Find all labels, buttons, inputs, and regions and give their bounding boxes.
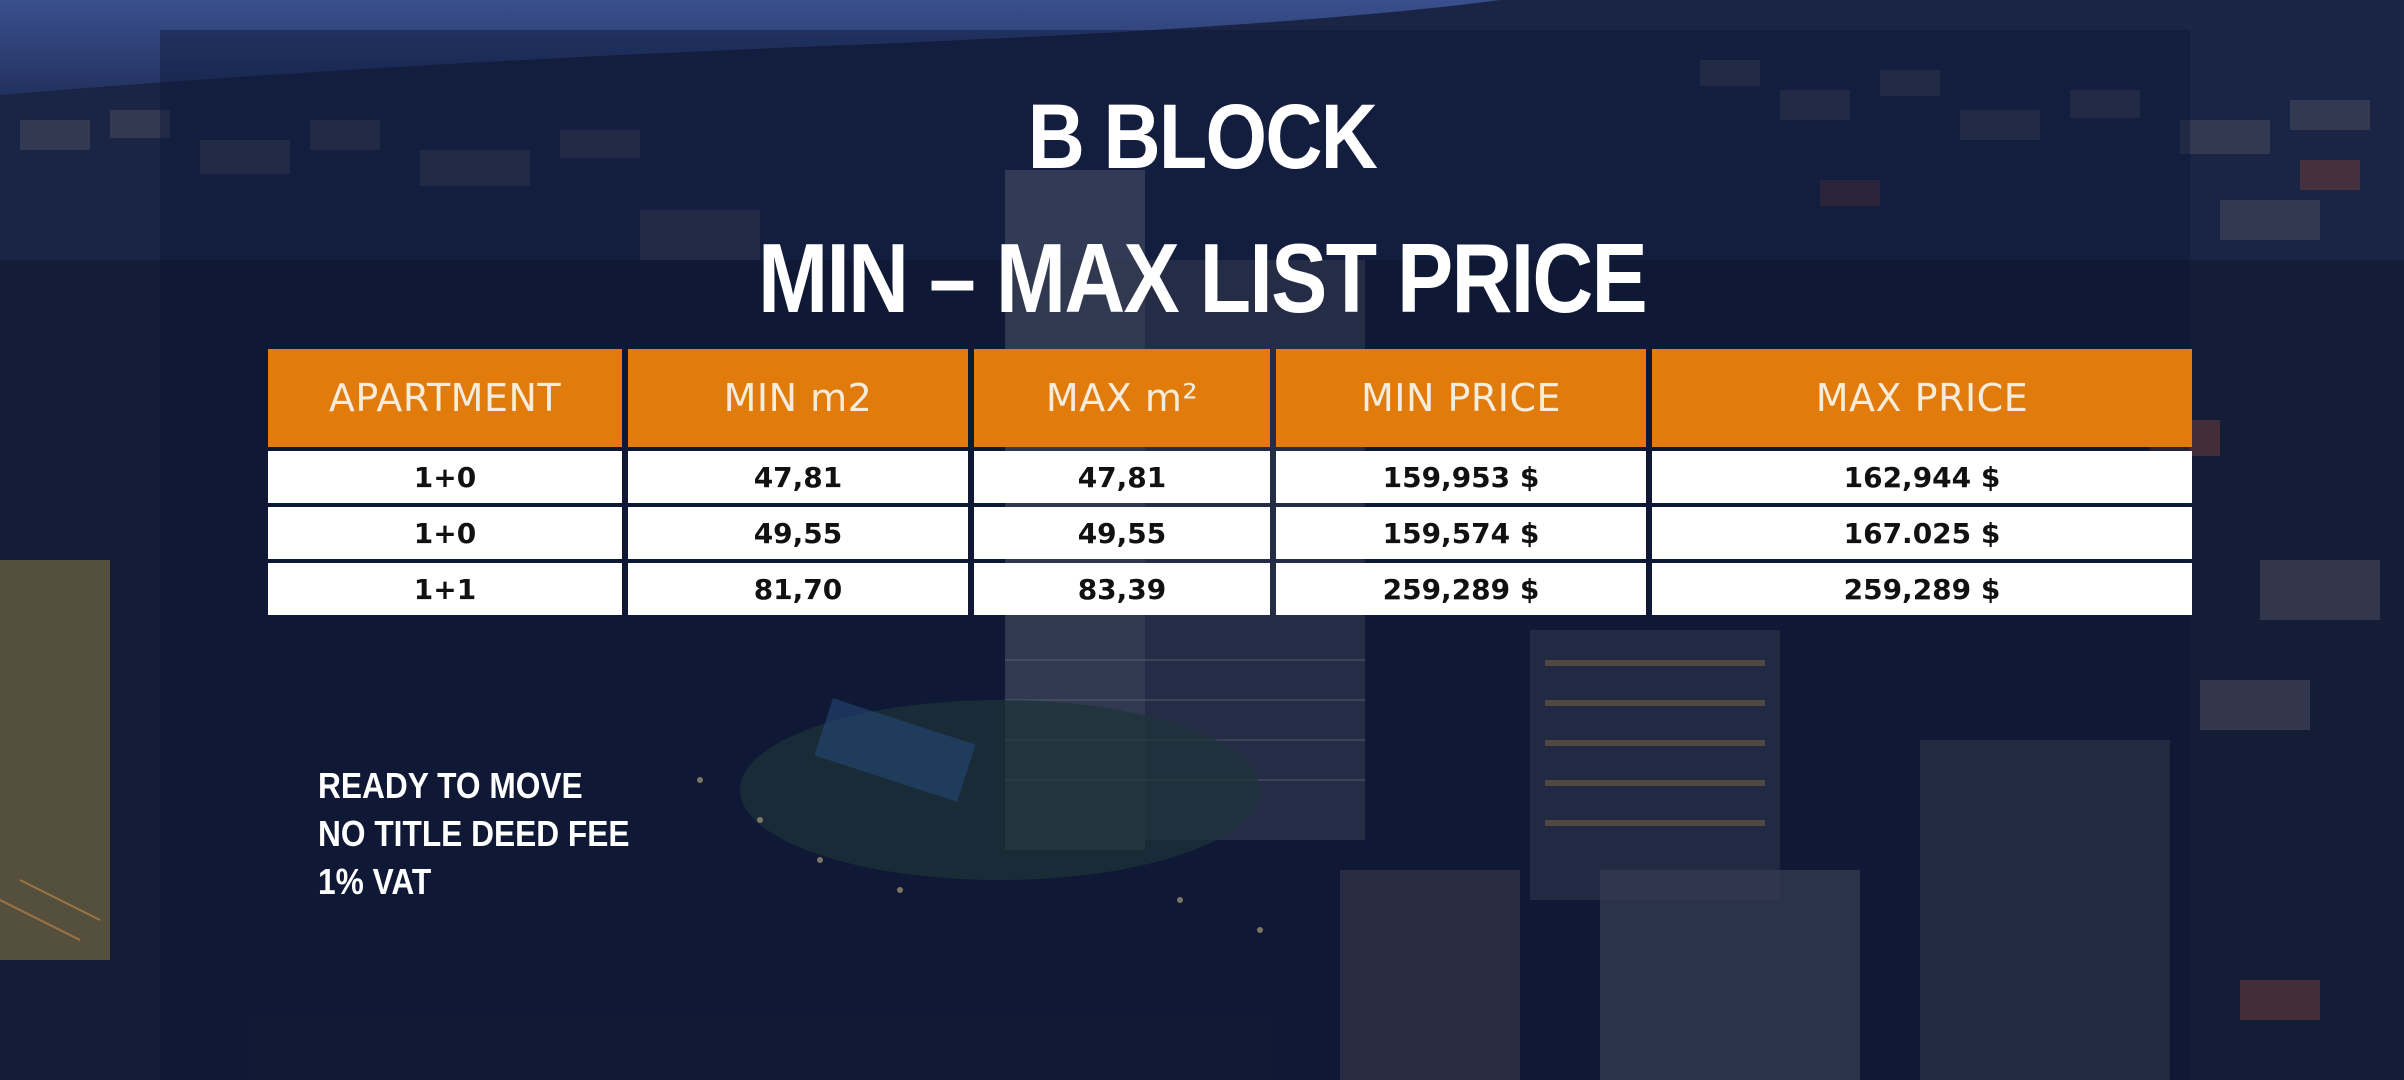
- table-row: 1+0 49,55 49,55 159,574 $ 167.025 $: [268, 507, 2192, 559]
- table-header-row: APARTMENT MIN m2 MAX m² MIN PRICE MAX PR…: [268, 349, 2192, 447]
- cell-min-m2: 81,70: [628, 563, 968, 615]
- cell-min-m2: 49,55: [628, 507, 968, 559]
- cell-apartment: 1+0: [268, 507, 622, 559]
- price-table: APARTMENT MIN m2 MAX m² MIN PRICE MAX PR…: [262, 345, 2198, 619]
- cell-max-price: 162,944 $: [1652, 451, 2192, 503]
- note-ready-to-move: READY TO MOVE: [318, 765, 583, 806]
- cell-max-price: 167.025 $: [1652, 507, 2192, 559]
- header-min-price: MIN PRICE: [1276, 349, 1646, 447]
- cell-apartment: 1+1: [268, 563, 622, 615]
- price-range-subtitle: MIN – MAX LIST PRICE: [757, 223, 1648, 333]
- cell-min-price: 159,953 $: [1276, 451, 1646, 503]
- header-max-price: MAX PRICE: [1652, 349, 2192, 447]
- cell-max-price: 259,289 $: [1652, 563, 2192, 615]
- cell-min-m2: 47,81: [628, 451, 968, 503]
- feature-notes: READY TO MOVE NO TITLE DEED FEE 1% VAT: [318, 762, 630, 906]
- cell-min-price: 259,289 $: [1276, 563, 1646, 615]
- cell-max-m2: 83,39: [974, 563, 1270, 615]
- table-row: 1+1 81,70 83,39 259,289 $ 259,289 $: [268, 563, 2192, 615]
- header-min-m2: MIN m2: [628, 349, 968, 447]
- block-title: B BLOCK: [1027, 86, 1378, 188]
- note-no-title-deed-fee: NO TITLE DEED FEE: [318, 813, 630, 854]
- table-row: 1+0 47,81 47,81 159,953 $ 162,944 $: [268, 451, 2192, 503]
- header-max-m2: MAX m²: [974, 349, 1270, 447]
- cell-max-m2: 47,81: [974, 451, 1270, 503]
- cell-apartment: 1+0: [268, 451, 622, 503]
- header-apartment: APARTMENT: [268, 349, 622, 447]
- note-vat: 1% VAT: [318, 861, 432, 902]
- cell-min-price: 159,574 $: [1276, 507, 1646, 559]
- cell-max-m2: 49,55: [974, 507, 1270, 559]
